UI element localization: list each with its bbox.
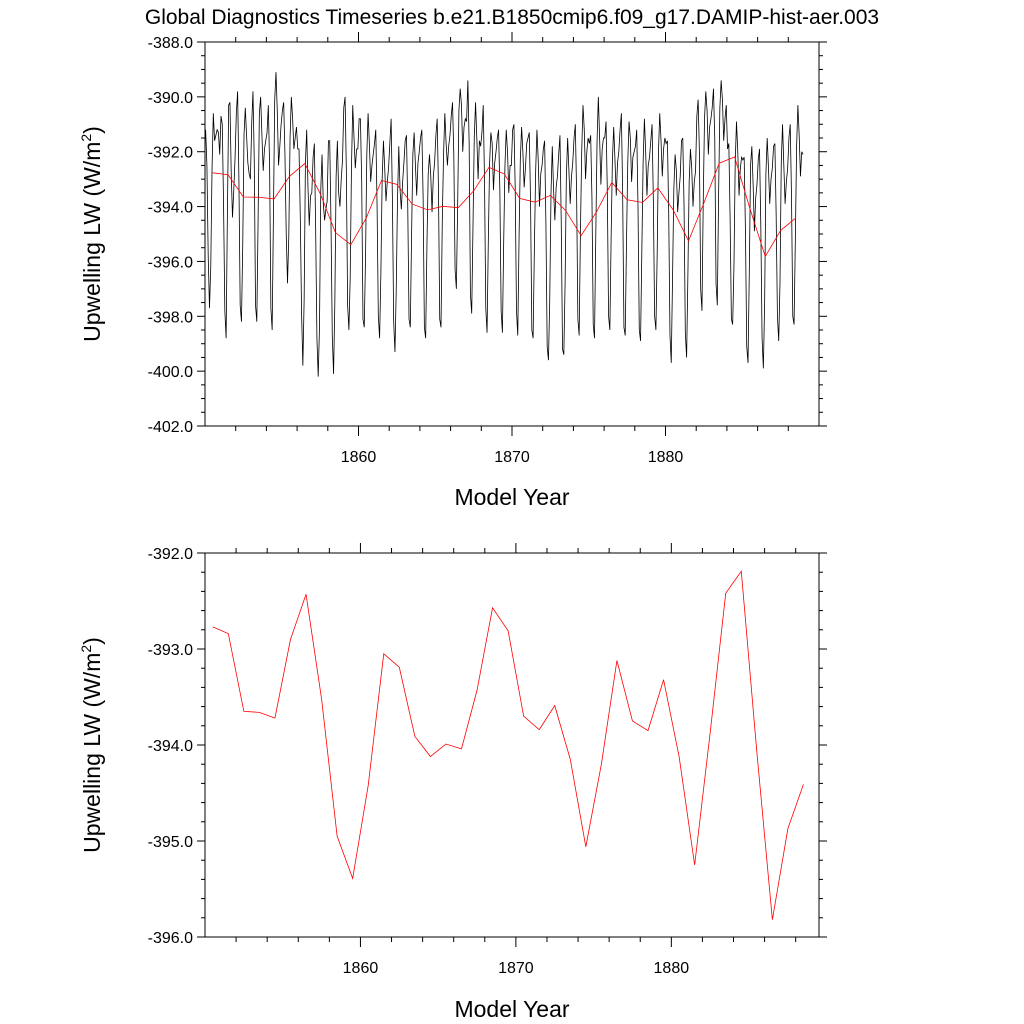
panel-1-y-tick-label: -394.0 xyxy=(148,200,193,217)
panel-2-y-tick-label: -396.0 xyxy=(148,930,193,947)
panel-2-x-axis: 1860 1870 1880 xyxy=(235,543,797,977)
panel-2-y-tick-label: -394.0 xyxy=(148,738,193,755)
panel-2-y-tick-label: -392.0 xyxy=(148,546,193,563)
panel-2-x-tick-label: 1870 xyxy=(498,960,534,977)
panel-2-series xyxy=(212,570,804,920)
panel-1-x-tick-label: 1870 xyxy=(494,449,530,466)
panel-1-y-axis-title: Upwelling LW (W/m2) xyxy=(78,126,105,342)
panel-1-series xyxy=(205,72,804,377)
panel-2-y-axis: -396.0 -395.0 -394.0 -393.0 -392.0 xyxy=(148,546,827,947)
panel-2-x-tick-label: 1860 xyxy=(343,960,379,977)
panel-2-y-tick-label: -393.0 xyxy=(148,642,193,659)
panel-1-y-tick-label: -396.0 xyxy=(148,254,193,271)
panel-1: -402.0 -400.0 -398.0 -396.0 -394.0 -392.0 -390… xyxy=(78,32,827,510)
panel-1-x-axis-title: Model Year xyxy=(454,484,569,510)
panel-1-x-tick-label: 1860 xyxy=(341,449,377,466)
panel-2-annual-series-line xyxy=(212,570,804,920)
panel-2-x-tick-label: 1880 xyxy=(654,960,690,977)
panel-1-y-tick-label: -390.0 xyxy=(148,90,193,107)
panel-1-y-tick-label: -392.0 xyxy=(148,145,193,162)
panel-1-y-axis: -402.0 -400.0 -398.0 -396.0 -394.0 -392.0 -390… xyxy=(148,35,827,436)
panel-1-y-tick-label: -388.0 xyxy=(148,35,193,52)
chart-title: Global Diagnostics Timeseries b.e21.B185… xyxy=(145,6,879,29)
panel-1-y-tick-label: -402.0 xyxy=(148,419,193,436)
panel-1-x-tick-label: 1880 xyxy=(648,449,684,466)
panel-2-plot-frame xyxy=(204,552,820,938)
panel-1-annual-series-line xyxy=(212,156,797,258)
panel-2: -396.0-395.0-394.0-393.0-392.0 1860 1870 1… xyxy=(78,543,827,1022)
panel-1-monthly-series-line xyxy=(205,72,804,377)
panel-1-y-tick-label: -398.0 xyxy=(148,309,193,326)
panel-2-y-axis-title: Upwelling LW (W/m2) xyxy=(78,637,105,853)
panel-1-plot-frame xyxy=(204,41,820,427)
panel-2-x-axis-title: Model Year xyxy=(454,996,569,1022)
panel-2-y-tick-label: -395.0 xyxy=(148,834,193,851)
panel-1-y-tick-label: -400.0 xyxy=(148,364,193,381)
panel-1-x-axis: 1860 1870 1880 xyxy=(235,32,789,466)
